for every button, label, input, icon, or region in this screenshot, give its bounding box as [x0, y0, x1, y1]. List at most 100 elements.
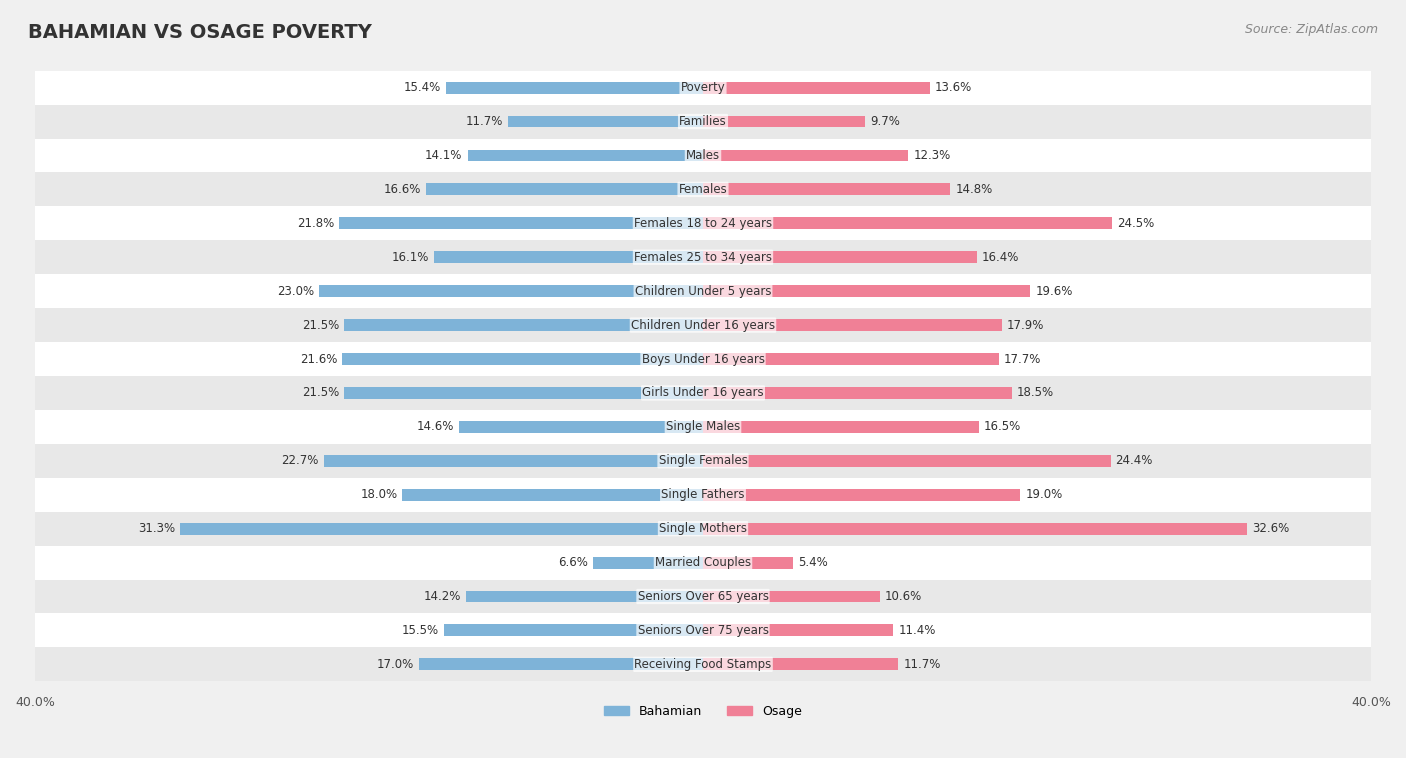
Bar [319, 285, 703, 297]
Text: Boys Under 16 years: Boys Under 16 years [641, 352, 765, 365]
Text: 32.6%: 32.6% [1253, 522, 1289, 535]
Bar [508, 116, 703, 127]
Bar [703, 421, 979, 433]
Bar [444, 625, 703, 637]
Bar [703, 590, 880, 603]
Text: Single Mothers: Single Mothers [659, 522, 747, 535]
Text: BAHAMIAN VS OSAGE POVERTY: BAHAMIAN VS OSAGE POVERTY [28, 23, 373, 42]
Bar [180, 523, 703, 534]
Text: 23.0%: 23.0% [277, 285, 314, 298]
Bar [703, 523, 1247, 534]
Text: 17.7%: 17.7% [1004, 352, 1040, 365]
Bar [593, 556, 703, 568]
Bar [344, 387, 703, 399]
Bar [35, 139, 1371, 172]
Text: Single Females: Single Females [658, 454, 748, 467]
Text: Seniors Over 65 years: Seniors Over 65 years [637, 590, 769, 603]
Bar [703, 319, 1002, 331]
Text: 19.6%: 19.6% [1035, 285, 1073, 298]
Bar [35, 240, 1371, 274]
Bar [419, 659, 703, 670]
Bar [703, 252, 977, 263]
Bar [35, 309, 1371, 342]
Bar [703, 489, 1021, 501]
Text: Married Couples: Married Couples [655, 556, 751, 569]
Bar [703, 659, 898, 670]
Text: Girls Under 16 years: Girls Under 16 years [643, 387, 763, 399]
Bar [703, 285, 1031, 297]
Text: 16.5%: 16.5% [984, 421, 1021, 434]
Text: 22.7%: 22.7% [281, 454, 319, 467]
Text: Males: Males [686, 149, 720, 162]
Text: 11.4%: 11.4% [898, 624, 936, 637]
Text: 17.0%: 17.0% [377, 658, 413, 671]
Text: 11.7%: 11.7% [465, 115, 502, 128]
Bar [703, 82, 931, 93]
Bar [35, 206, 1371, 240]
Bar [703, 455, 1111, 467]
Text: 14.2%: 14.2% [423, 590, 461, 603]
Bar [465, 590, 703, 603]
Text: 14.8%: 14.8% [955, 183, 993, 196]
Bar [703, 353, 998, 365]
Text: 31.3%: 31.3% [138, 522, 176, 535]
Bar [323, 455, 703, 467]
Text: 16.6%: 16.6% [384, 183, 420, 196]
Text: 9.7%: 9.7% [870, 115, 900, 128]
Text: Females 18 to 24 years: Females 18 to 24 years [634, 217, 772, 230]
Text: 17.9%: 17.9% [1007, 318, 1045, 331]
Bar [703, 387, 1012, 399]
Bar [35, 274, 1371, 309]
Bar [35, 512, 1371, 546]
Text: 21.6%: 21.6% [299, 352, 337, 365]
Bar [434, 252, 703, 263]
Bar [35, 172, 1371, 206]
Bar [342, 353, 703, 365]
Text: 14.6%: 14.6% [416, 421, 454, 434]
Text: 10.6%: 10.6% [884, 590, 922, 603]
Bar [703, 556, 793, 568]
Bar [703, 625, 893, 637]
Text: 19.0%: 19.0% [1025, 488, 1063, 501]
Bar [703, 218, 1112, 229]
Text: 15.5%: 15.5% [402, 624, 439, 637]
Bar [35, 70, 1371, 105]
Text: Families: Families [679, 115, 727, 128]
Text: 21.8%: 21.8% [297, 217, 333, 230]
Text: Source: ZipAtlas.com: Source: ZipAtlas.com [1244, 23, 1378, 36]
Bar [35, 410, 1371, 444]
Bar [344, 319, 703, 331]
Bar [35, 342, 1371, 376]
Bar [402, 489, 703, 501]
Text: 18.5%: 18.5% [1017, 387, 1054, 399]
Text: 11.7%: 11.7% [904, 658, 941, 671]
Text: Females 25 to 34 years: Females 25 to 34 years [634, 251, 772, 264]
Text: 16.1%: 16.1% [392, 251, 429, 264]
Text: 24.4%: 24.4% [1115, 454, 1153, 467]
Bar [460, 421, 703, 433]
Bar [703, 183, 950, 196]
Text: 21.5%: 21.5% [302, 318, 339, 331]
Text: Receiving Food Stamps: Receiving Food Stamps [634, 658, 772, 671]
Text: 24.5%: 24.5% [1118, 217, 1154, 230]
Text: Seniors Over 75 years: Seniors Over 75 years [637, 624, 769, 637]
Legend: Bahamian, Osage: Bahamian, Osage [599, 700, 807, 723]
Bar [703, 149, 908, 161]
Bar [35, 105, 1371, 139]
Bar [35, 376, 1371, 410]
Bar [35, 613, 1371, 647]
Bar [35, 647, 1371, 681]
Text: Single Males: Single Males [666, 421, 740, 434]
Text: 15.4%: 15.4% [404, 81, 441, 94]
Text: 21.5%: 21.5% [302, 387, 339, 399]
Text: Poverty: Poverty [681, 81, 725, 94]
Text: 14.1%: 14.1% [425, 149, 463, 162]
Bar [339, 218, 703, 229]
Text: Children Under 16 years: Children Under 16 years [631, 318, 775, 331]
Text: 16.4%: 16.4% [981, 251, 1019, 264]
Bar [703, 116, 865, 127]
Bar [446, 82, 703, 93]
Text: 13.6%: 13.6% [935, 81, 973, 94]
Text: Females: Females [679, 183, 727, 196]
Bar [468, 149, 703, 161]
